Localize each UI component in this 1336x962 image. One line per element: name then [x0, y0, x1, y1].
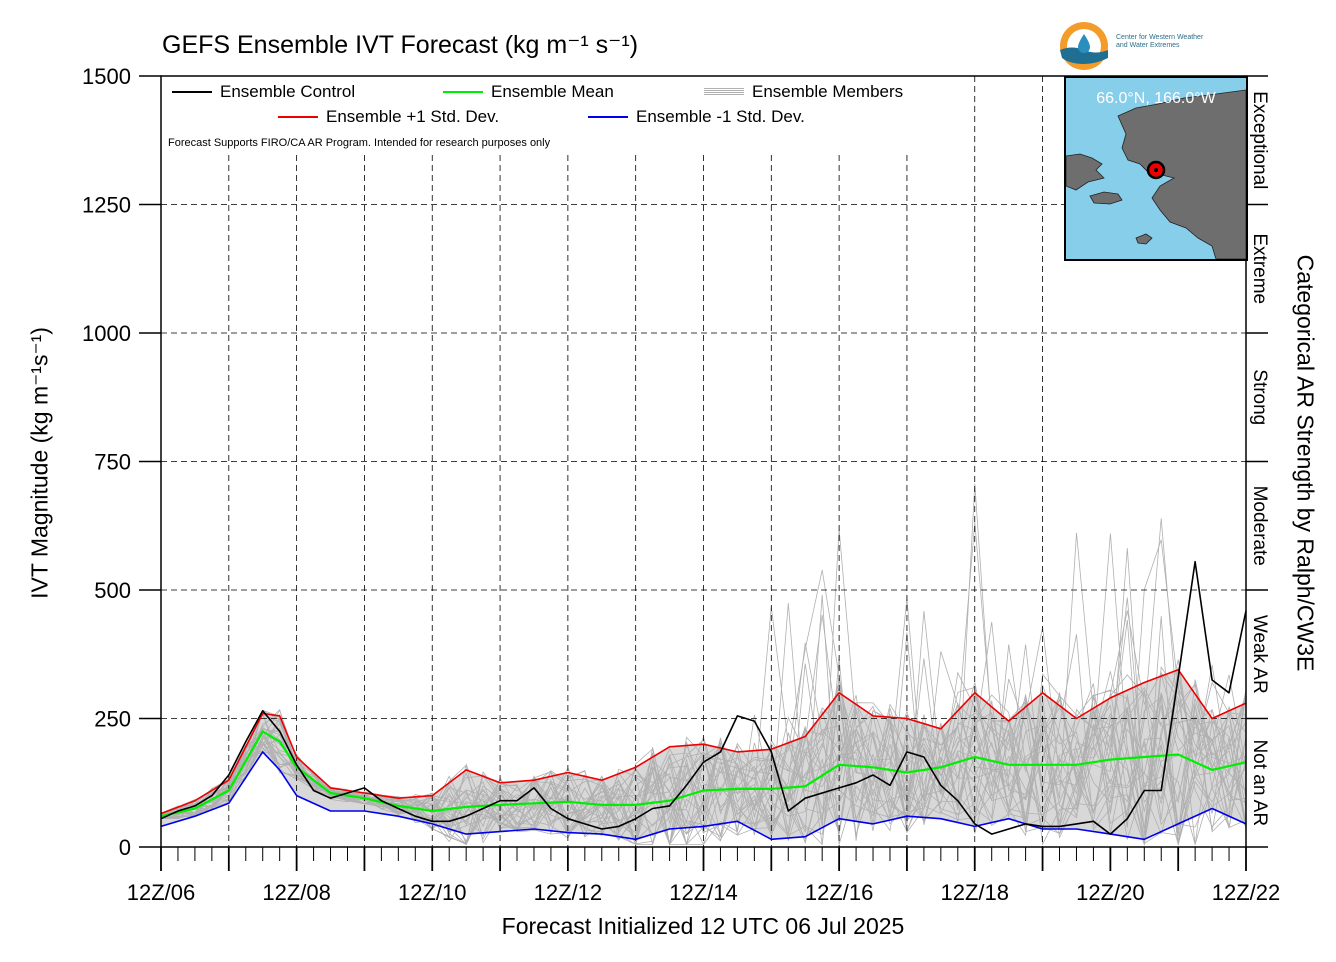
logo-line-1: Center for Western Weather — [1116, 34, 1204, 41]
ensemble-member-line — [160, 691, 1247, 846]
cw3e-logo: Center for Western Weather and Water Ext… — [1058, 20, 1248, 72]
ensemble-member-line — [160, 676, 1247, 841]
location-coordinates: 66.0°N, 166.0°W — [1096, 90, 1216, 107]
logo-text: Center for Western Weather and Water Ext… — [1116, 34, 1203, 50]
x-axis-label: Forecast Initialized 12 UTC 06 Jul 2025 — [501, 913, 905, 939]
location-map-inset: 66.0°N, 166.0°W — [1064, 76, 1248, 261]
legend-item-mean: Ensemble Mean — [443, 82, 614, 102]
legend-label-control: Ensemble Control — [220, 82, 356, 101]
legend-item-plus-std: Ensemble +1 Std. Dev. — [278, 107, 499, 127]
legend-swatch-members — [704, 88, 744, 96]
legend-swatch-control — [172, 91, 212, 93]
x-tick-label: 12Z/20 — [1076, 880, 1145, 905]
inset-map — [1066, 89, 1246, 259]
y-tick-label: 1000 — [82, 321, 131, 346]
series-line-ensemble-mean — [160, 730, 1247, 818]
x-tick-label: 12Z/06 — [127, 880, 196, 905]
category-axis: Not an AR Weak AR Moderate Strong Extreme Exc… — [1246, 75, 1270, 848]
legend-swatch-minus-std — [588, 116, 628, 118]
category-label: Strong — [1249, 369, 1270, 425]
category-label: Extreme — [1249, 233, 1270, 304]
series-line-ensemble-control — [160, 560, 1247, 835]
logo-line-2: and Water Extremes — [1116, 42, 1180, 49]
legend-label-plus-std: Ensemble +1 Std. Dev. — [326, 107, 500, 126]
legend-label-mean: Ensemble Mean — [491, 82, 614, 101]
category-label: Exceptional — [1249, 91, 1270, 189]
category-label: Weak AR — [1249, 615, 1270, 694]
x-tick-label: 12Z/22 — [1212, 880, 1281, 905]
category-axis-label: Categorical AR Strength by Ralph/CW3E — [1292, 254, 1319, 672]
chart-title: GEFS Ensemble IVT Forecast (kg m⁻¹ s⁻¹) — [162, 31, 639, 59]
y-tick-label: 1500 — [82, 64, 131, 89]
y-tick-label: 250 — [94, 707, 131, 732]
cw3e-logo-icon — [1060, 22, 1108, 70]
category-label: Not an AR — [1249, 739, 1270, 826]
legend-item-members: Ensemble Members — [704, 82, 903, 102]
legend-swatch-mean — [443, 91, 483, 93]
series-line-ensemble-1-std-dev — [160, 751, 1247, 841]
y-axis-label: IVT Magnitude (kg m⁻¹s⁻¹) — [26, 327, 53, 599]
inset-landmass-siberia — [1066, 153, 1105, 191]
series-lines — [160, 560, 1247, 841]
legend-label-minus-std: Ensemble -1 Std. Dev. — [636, 107, 805, 126]
axes: 0 250 500 750 1000 1250 1500 12Z/06 12Z/08 12Z/10… — [82, 64, 1280, 905]
legend-item-minus-std: Ensemble -1 Std. Dev. — [588, 107, 805, 127]
inset-landmass-alaska — [1117, 89, 1246, 259]
legend-swatch-plus-std — [278, 116, 318, 118]
y-tick-label: 500 — [94, 578, 131, 603]
series-line-ensemble-1-std-dev — [160, 668, 1247, 815]
x-tick-label: 12Z/10 — [398, 880, 467, 905]
category-label: Moderate — [1249, 486, 1270, 566]
x-tick-label: 12Z/18 — [941, 880, 1010, 905]
legend-item-control: Ensemble Control — [172, 82, 355, 102]
y-tick-label: 750 — [94, 450, 131, 475]
y-tick-label: 1250 — [82, 193, 131, 218]
grid — [161, 76, 1246, 847]
research-note: Forecast Supports FIRO/CA AR Program. In… — [168, 137, 551, 149]
y-tick-label: 0 — [119, 835, 131, 860]
inset-island-2 — [1135, 233, 1153, 245]
x-tick-label: 12Z/16 — [805, 880, 874, 905]
legend-label-members: Ensemble Members — [752, 82, 904, 101]
inset-island — [1089, 191, 1123, 205]
x-tick-label: 12Z/14 — [669, 880, 738, 905]
location-marker-center — [1154, 168, 1158, 172]
x-tick-label: 12Z/08 — [262, 880, 331, 905]
x-tick-label: 12Z/12 — [534, 880, 603, 905]
